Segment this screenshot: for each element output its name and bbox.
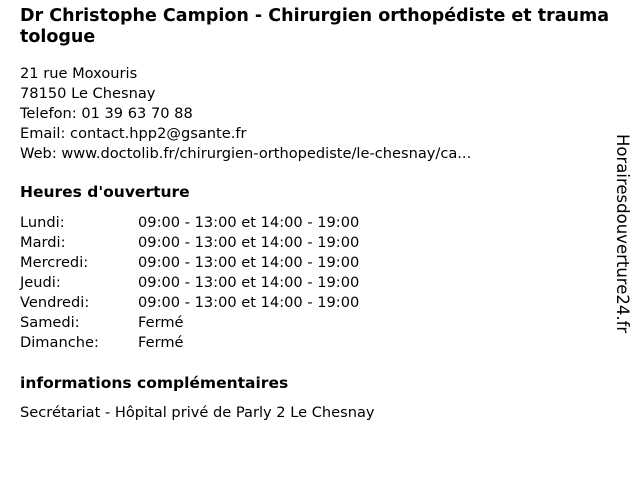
phone: Telefon: 01 39 63 70 88	[20, 105, 193, 122]
day: Mercredi:	[20, 254, 89, 271]
email: Email: contact.hpp2@gsante.fr	[20, 125, 247, 142]
website: Web: www.doctolib.fr/chirurgien-orthoped…	[20, 145, 472, 162]
day: Samedi:	[20, 314, 80, 331]
day: Lundi:	[20, 214, 65, 231]
hours-row: Dimanche: Fermé	[20, 333, 359, 353]
hours-row: Mardi: 09:00 - 13:00 et 14:00 - 19:00	[20, 233, 359, 253]
day: Dimanche:	[20, 334, 99, 351]
city: 78150 Le Chesnay	[20, 85, 156, 102]
info-heading: informations complémentaires	[20, 374, 289, 392]
hours-row: Lundi: 09:00 - 13:00 et 14:00 - 19:00	[20, 213, 359, 233]
time: 09:00 - 13:00 et 14:00 - 19:00	[138, 214, 360, 231]
day: Mardi:	[20, 234, 66, 251]
hours-row: Vendredi: 09:00 - 13:00 et 14:00 - 19:00	[20, 293, 359, 313]
time: 09:00 - 13:00 et 14:00 - 19:00	[138, 234, 360, 251]
hours-heading: Heures d'ouverture	[20, 183, 190, 201]
hours-row: Mercredi: 09:00 - 13:00 et 14:00 - 19:00	[20, 253, 359, 273]
street: 21 rue Moxouris	[20, 65, 138, 82]
contact-block: 21 rue Moxouris 78150 Le Chesnay Telefon…	[20, 64, 471, 164]
hours-row: Samedi: Fermé	[20, 313, 359, 333]
time: 09:00 - 13:00 et 14:00 - 19:00	[138, 274, 360, 291]
hours-row: Jeudi: 09:00 - 13:00 et 14:00 - 19:00	[20, 273, 359, 293]
page-title: Dr Christophe Campion - Chirurgien ortho…	[20, 6, 610, 47]
hours-table: Lundi: 09:00 - 13:00 et 14:00 - 19:00 Mar…	[20, 213, 359, 353]
day: Vendredi:	[20, 294, 90, 311]
time: 09:00 - 13:00 et 14:00 - 19:00	[138, 294, 360, 311]
time: Fermé	[138, 314, 184, 331]
watermark: Horairesdouverture24.fr	[613, 134, 632, 334]
time: Fermé	[138, 334, 184, 351]
time: 09:00 - 13:00 et 14:00 - 19:00	[138, 254, 360, 271]
day: Jeudi:	[20, 274, 61, 291]
info-text: Secrétariat - Hôpital privé de Parly 2 L…	[20, 404, 375, 421]
